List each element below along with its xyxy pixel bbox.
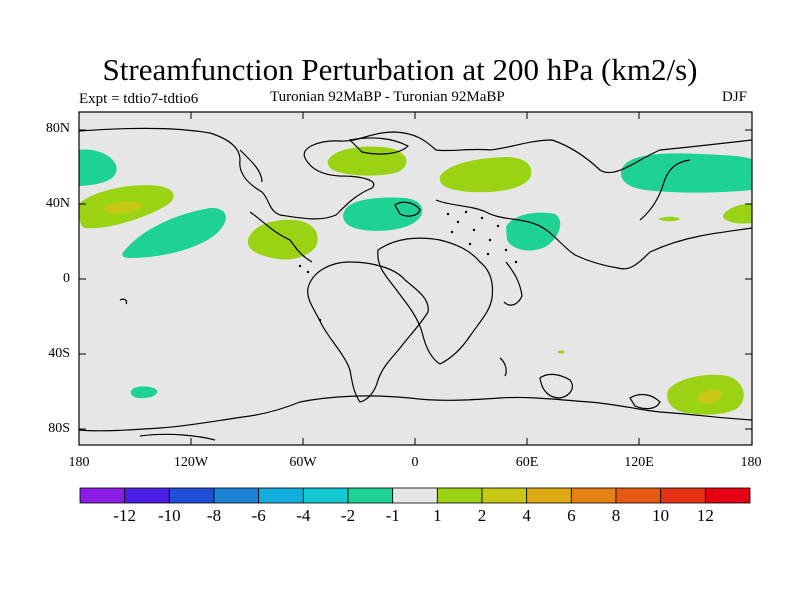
colorbar-box xyxy=(168,487,215,504)
colorbar-label: -10 xyxy=(157,506,181,525)
contour-neg-west-pacific xyxy=(79,149,117,186)
paleo-coastlines xyxy=(79,127,752,441)
lon-label-120e: 120E xyxy=(624,455,654,470)
colorbar-box xyxy=(615,487,662,504)
lon-label-60w: 60W xyxy=(289,455,317,470)
colorbar-box xyxy=(258,487,304,504)
colorbar-box xyxy=(213,487,260,504)
contour-pos-pacific-core xyxy=(103,201,143,214)
lat-label-80n: 80N xyxy=(45,121,70,136)
contour-pos-south-indian-speck xyxy=(557,350,565,354)
coastline-antarctic-peninsula xyxy=(139,433,216,441)
coastline-africa xyxy=(377,237,494,365)
lat-label-40s: 40S xyxy=(48,346,70,361)
colorbar-label: 1 xyxy=(433,506,442,525)
contour-neg-north-pacific xyxy=(122,207,226,258)
coastline-india-madagascar xyxy=(503,261,523,306)
colorbar-label: 10 xyxy=(652,506,670,525)
shaded-contours xyxy=(79,146,752,415)
colorbar-box xyxy=(526,487,572,504)
colorbar-box xyxy=(436,487,483,504)
coastline-islands-b xyxy=(348,137,410,155)
lon-label-180w: 180 xyxy=(68,455,90,470)
coastline-antarctica xyxy=(79,395,752,432)
colorbar-box xyxy=(704,487,751,504)
colorbar-box xyxy=(79,487,126,504)
coastline-small-islands xyxy=(298,210,518,322)
contour-pos-arctic-east xyxy=(439,157,532,193)
coastline-north-america xyxy=(79,127,752,220)
colorbar xyxy=(79,487,751,504)
period-label: Turonian 92MaBP - Turonian 92MaBP xyxy=(270,89,505,105)
lon-label-0: 0 xyxy=(411,455,419,470)
colorbar-box xyxy=(347,487,394,504)
colorbar-box xyxy=(302,487,349,504)
lat-label-0: 0 xyxy=(63,271,70,286)
axis-ticks xyxy=(79,112,752,445)
coastline-south-america xyxy=(307,261,429,403)
colorbar-label: -2 xyxy=(340,506,356,525)
coastline-east-asia xyxy=(639,159,691,221)
lat-label-80s: 80S xyxy=(48,421,70,436)
coastline-americas-west xyxy=(249,211,313,263)
coastline-islands-a xyxy=(394,201,421,217)
coastline-australia xyxy=(539,373,573,399)
colorbar-label: 4 xyxy=(522,506,531,525)
colorbar-box xyxy=(392,487,438,504)
colorbar-box xyxy=(481,487,528,504)
contour-neg-tethys xyxy=(506,212,561,251)
contour-pos-central-asia xyxy=(658,216,680,222)
colorbar-label: -1 xyxy=(385,506,400,525)
colorbar-box xyxy=(570,487,617,504)
colorbar-label: -8 xyxy=(206,506,222,525)
coastline-pacific-islands xyxy=(119,298,128,305)
colorbar-box xyxy=(660,487,706,504)
lon-label-180e: 180 xyxy=(740,455,762,470)
contour-pos-north-america xyxy=(247,219,318,260)
colorbar-label: -12 xyxy=(113,506,136,525)
contour-neg-south-pacific xyxy=(130,386,158,399)
colorbar-label: 12 xyxy=(696,506,714,525)
lon-label-120w: 120W xyxy=(173,455,209,470)
chart-title: Streamfunction Perturbation at 200 hPa (… xyxy=(102,52,698,87)
contour-neg-siberia xyxy=(620,153,752,193)
contour-pos-southern-ocean-core xyxy=(697,389,723,404)
experiment-label: Expt = tdtio7-tdtio6 xyxy=(79,91,199,107)
colorbar-label: 8 xyxy=(611,506,621,525)
colorbar-label: -4 xyxy=(296,506,311,525)
coastline-south-atlantic xyxy=(499,357,507,377)
contour-neg-north-atlantic xyxy=(343,197,423,231)
season-label: DJF xyxy=(722,89,748,105)
contour-pos-far-east xyxy=(722,203,752,224)
colorbar-box xyxy=(124,487,170,504)
lat-label-40n: 40N xyxy=(45,196,70,211)
colorbar-label: 2 xyxy=(477,506,487,525)
coastline-new-zealand xyxy=(629,393,661,410)
colorbar-label: 6 xyxy=(567,506,576,525)
coastline-eurasia-south xyxy=(435,199,752,270)
coastline-greenland xyxy=(239,149,263,183)
lon-label-60e: 60E xyxy=(515,455,539,470)
colorbar-label: -6 xyxy=(251,506,266,525)
